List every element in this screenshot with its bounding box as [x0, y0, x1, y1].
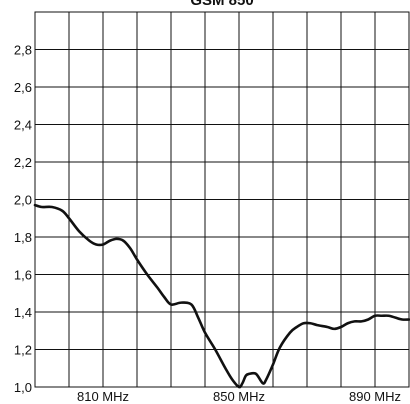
x-tick-label: 810 MHz	[77, 389, 129, 404]
y-tick-label: 2,0	[14, 193, 32, 208]
x-tick-label: 890 MHz	[349, 389, 401, 404]
chart-title: GSM 850	[190, 0, 253, 9]
tick-labels: 1,0 1,2 1,4 1,6 1,8 2,0 2,2 2,4 2,6 2,8 810 MHz 850…	[14, 43, 401, 404]
y-tick-label: 2,8	[14, 43, 32, 58]
series-layer	[33, 203, 410, 389]
series-line	[33, 203, 410, 389]
y-tick-label: 1,8	[14, 230, 32, 245]
y-tick-label: 2,4	[14, 118, 32, 133]
y-tick-label: 1,4	[14, 305, 32, 320]
y-tick-label: 2,6	[14, 80, 32, 95]
y-tick-label: 1,0	[14, 380, 32, 395]
y-tick-label: 1,6	[14, 268, 32, 283]
plot-frame	[34, 11, 410, 388]
grid-layer	[35, 12, 409, 388]
y-tick-label: 1,2	[14, 343, 32, 358]
x-tick-label: 850 MHz	[213, 389, 265, 404]
y-tick-label: 2,2	[14, 155, 32, 170]
